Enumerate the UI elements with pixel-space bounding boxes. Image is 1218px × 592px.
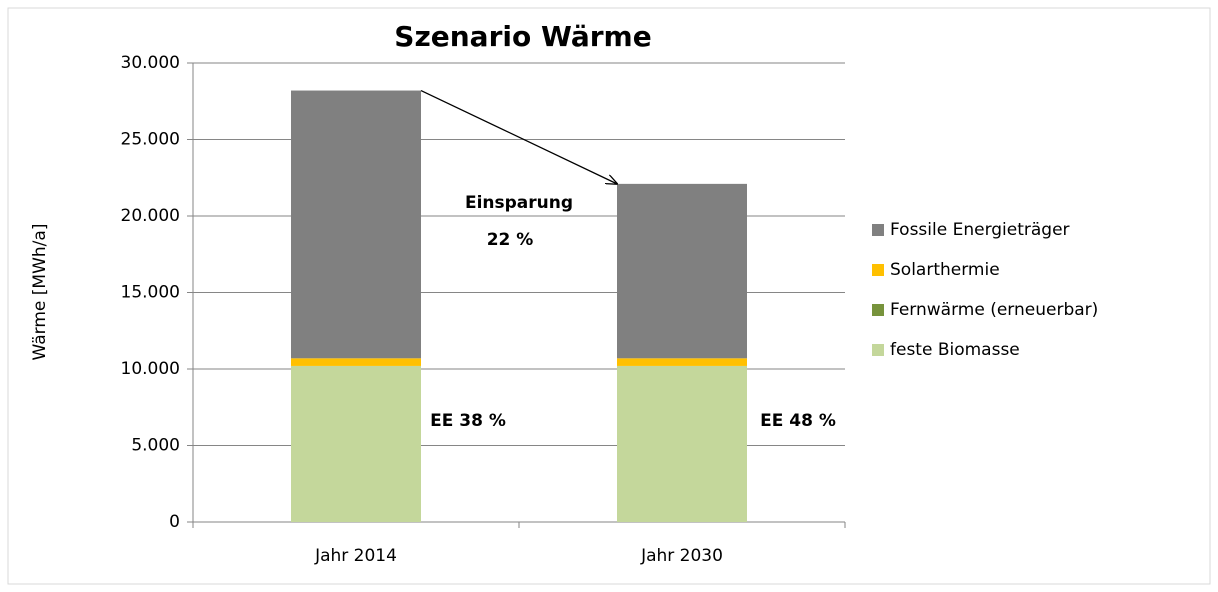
annotation: 22 % bbox=[487, 230, 534, 250]
bar-segment bbox=[291, 358, 421, 366]
y-tick-label: 30.000 bbox=[121, 53, 180, 73]
legend-swatch bbox=[872, 344, 884, 356]
legend-label: Solarthermie bbox=[890, 260, 1000, 280]
y-tick-label: 20.000 bbox=[121, 206, 180, 226]
legend-label: Fossile Energieträger bbox=[890, 220, 1070, 240]
y-tick-label: 15.000 bbox=[121, 283, 180, 303]
bar-segment bbox=[617, 183, 747, 359]
arrow bbox=[420, 89, 617, 184]
x-tick-label: Jahr 2030 bbox=[640, 546, 723, 566]
bar-segment bbox=[291, 365, 421, 522]
y-tick-label: 5.000 bbox=[131, 436, 180, 456]
frame bbox=[7, 7, 1211, 585]
annotation: EE 38 % bbox=[430, 411, 506, 431]
y-tick-label: 25.000 bbox=[121, 130, 180, 150]
y-tick-label: 0 bbox=[169, 512, 180, 532]
chart-title: Szenario Wärme bbox=[394, 20, 651, 53]
legend-swatch bbox=[872, 264, 884, 276]
bar-segment bbox=[617, 358, 747, 366]
y-tick-label: 10.000 bbox=[121, 359, 180, 379]
annotation: Einsparung bbox=[465, 193, 573, 213]
x-tick-label: Jahr 2014 bbox=[314, 546, 397, 566]
annotation: EE 48 % bbox=[760, 411, 836, 431]
legend-label: feste Biomasse bbox=[890, 340, 1020, 360]
legend-swatch bbox=[872, 224, 884, 236]
y-axis-label: Wärme [MWh/a] bbox=[30, 224, 50, 361]
legend-label: Fernwärme (erneuerbar) bbox=[890, 300, 1098, 320]
bar-segment bbox=[291, 90, 421, 359]
bar-segment bbox=[617, 365, 747, 522]
legend-swatch bbox=[872, 304, 884, 316]
